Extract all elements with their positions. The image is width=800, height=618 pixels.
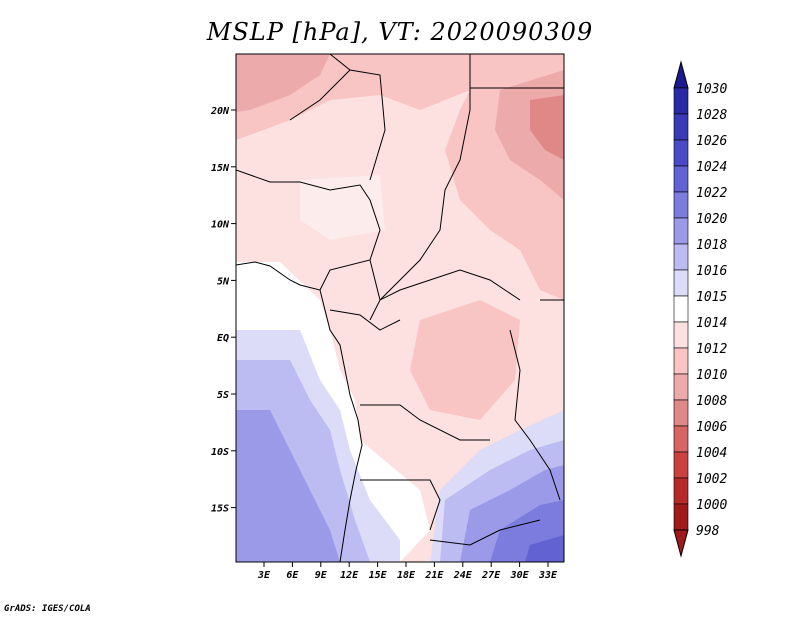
colorbar-label: 1020: [696, 212, 727, 227]
drc-angola-border: [360, 404, 490, 441]
colorbar-label: 1015: [696, 290, 727, 305]
colorbar-label: 1016: [696, 264, 727, 279]
lon-tick-label: 18E: [397, 570, 416, 581]
colorbar-top-arrow: [673, 60, 689, 89]
colorbar-swatch: [673, 373, 689, 401]
colorbar-label: 1002: [696, 472, 727, 487]
great-lakes-border: [509, 329, 561, 501]
map-frame: [235, 53, 565, 563]
chad-sudan-border: [369, 54, 471, 321]
colorbar-label: 1010: [696, 368, 727, 383]
lat-tick-label: 15N: [211, 163, 230, 174]
colorbar-swatch: [673, 87, 689, 115]
colorbar-label: 1004: [696, 446, 727, 461]
lat-tick-label: EQ: [217, 333, 229, 344]
lat-tick-label: 5N: [217, 276, 230, 287]
colorbar-swatch: [673, 243, 689, 271]
colorbar-swatch: [673, 425, 689, 453]
sahel-border-1: [329, 54, 386, 181]
lat-tick-label: 10S: [211, 447, 229, 458]
pressure-field: [236, 54, 564, 562]
lon-tick-label: 33E: [538, 570, 558, 581]
colorbar-swatch: [673, 139, 689, 167]
lon-tick-label: 12E: [340, 570, 359, 581]
field-1022-southeast: [525, 535, 564, 562]
west-africa-border: [236, 169, 381, 291]
colorbar-label: 1026: [696, 134, 727, 149]
lon-tick-label: 30E: [510, 570, 530, 581]
colorbar-swatch: [673, 399, 689, 427]
lat-tick-label: 10N: [211, 220, 230, 231]
colorbar-swatch: [673, 269, 689, 297]
lat-tick-label: 20N: [210, 106, 230, 117]
angola-namibia-border: [360, 479, 441, 531]
colorbar-label: 1012: [696, 342, 727, 357]
map-title: MSLP [hPa], VT: 2020090309: [206, 18, 594, 46]
lon-tick-label: 6E: [286, 570, 299, 581]
colorbar-swatch: [673, 477, 689, 505]
country-borders: [236, 54, 564, 562]
latitude-axis: 20N 15N 10N 5N EQ 5S 10S 15S: [210, 106, 236, 515]
colorbar: 1030 1028 1026 1024 1022 1020 1018 1016 1015 1014…: [673, 60, 727, 558]
lat-tick-label: 15S: [211, 504, 229, 515]
field-1018-west: [236, 410, 340, 562]
colorbar-swatch: [673, 191, 689, 219]
colorbar-bottom-arrow: [673, 529, 689, 558]
colorbar-swatch: [673, 321, 689, 349]
colorbar-label: 998: [696, 524, 720, 539]
colorbar-swatch: [673, 217, 689, 245]
lon-tick-label: 9E: [315, 570, 328, 581]
field-1006-east: [530, 95, 564, 160]
colorbar-label: 1018: [696, 238, 727, 253]
footer-credit: GrADS: IGES/COLA: [4, 604, 91, 614]
colorbar-label: 1022: [696, 186, 727, 201]
colorbar-label: 1008: [696, 394, 727, 409]
congo-border: [329, 309, 401, 331]
colorbar-swatch: [673, 503, 689, 531]
colorbar-swatch: [673, 113, 689, 141]
colorbar-label: 1014: [696, 316, 727, 331]
colorbar-swatch: [673, 451, 689, 479]
colorbar-label: 1006: [696, 420, 727, 435]
lon-tick-label: 24E: [453, 570, 473, 581]
lon-tick-label: 21E: [424, 570, 444, 581]
car-border: [369, 259, 521, 301]
lon-tick-label: 27E: [481, 570, 501, 581]
field-1008-northwest: [236, 54, 330, 112]
field-1010-central: [410, 300, 520, 420]
colorbar-label: 1030: [696, 82, 727, 97]
lon-tick-label: 3E: [257, 570, 271, 581]
niger-border: [289, 69, 351, 121]
colorbar-label: 1028: [696, 108, 727, 123]
zambia-border: [429, 519, 541, 546]
lon-tick-label: 15E: [369, 570, 388, 581]
colorbar-label: 1024: [696, 160, 727, 175]
colorbar-swatch: [673, 295, 689, 323]
colorbar-swatch: [673, 347, 689, 375]
lat-tick-label: 5S: [217, 390, 229, 401]
longitude-axis: 3E 6E 9E 12E 15E 18E 21E 24E 27E 30E 33E: [257, 562, 558, 581]
colorbar-swatch: [673, 165, 689, 193]
west-coastline: [236, 261, 363, 562]
colorbar-label: 1000: [696, 498, 727, 513]
